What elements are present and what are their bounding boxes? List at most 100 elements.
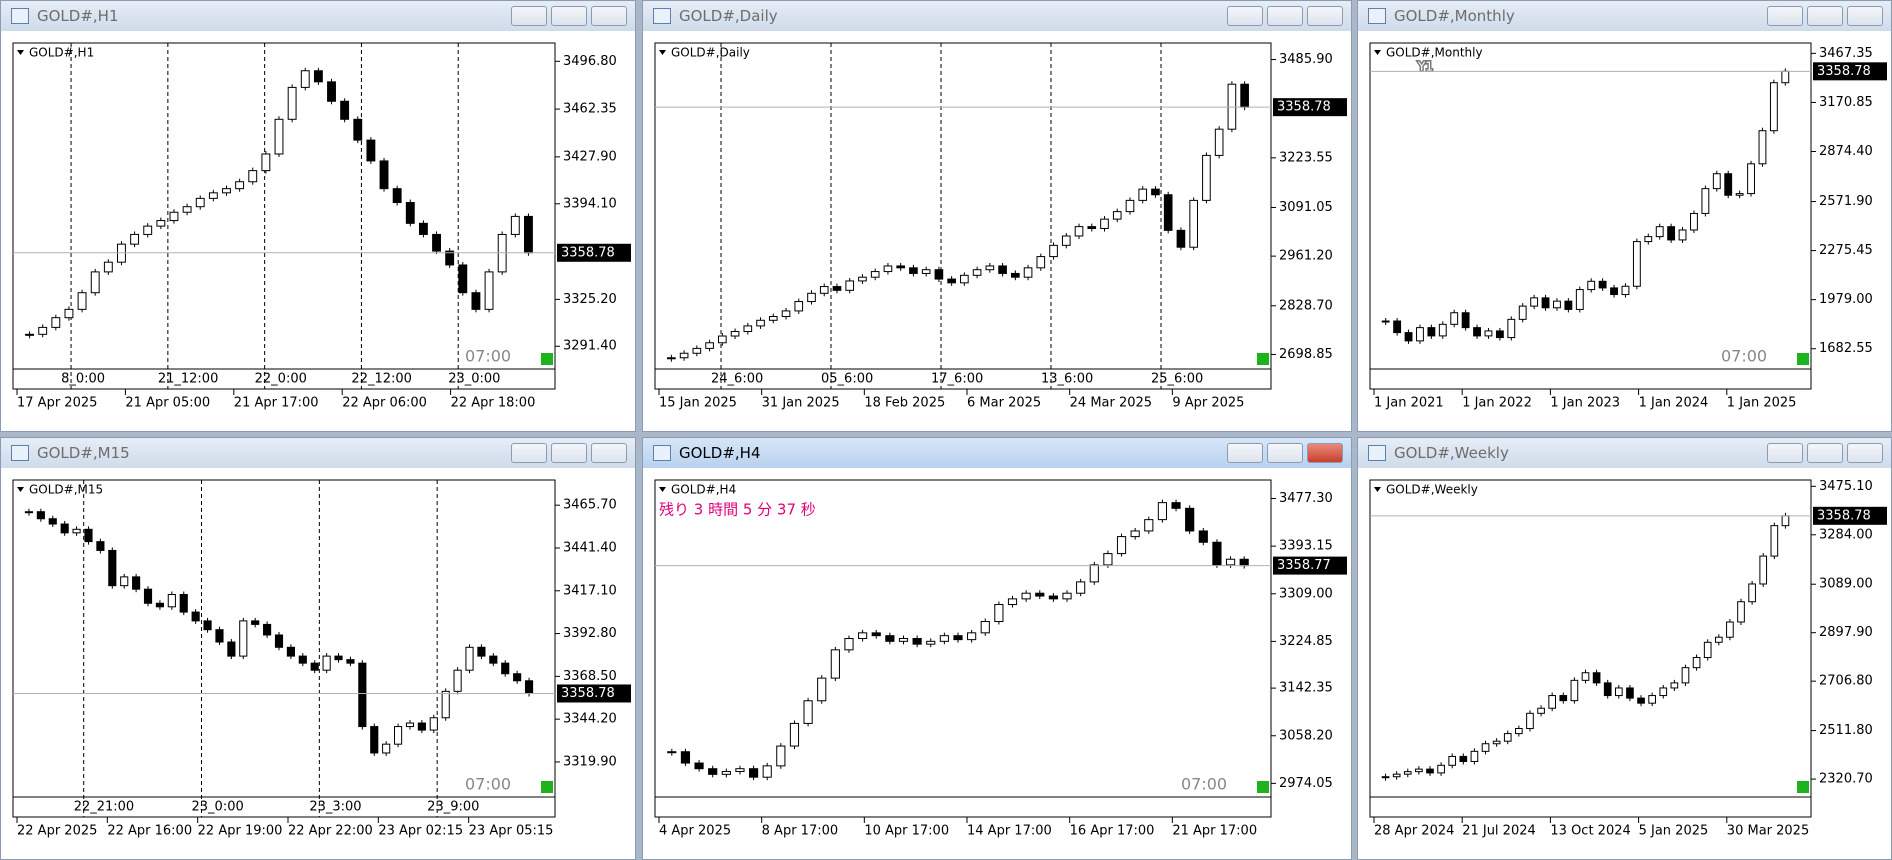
maximize-button[interactable] — [551, 443, 587, 463]
candle — [524, 680, 534, 694]
candle — [1144, 519, 1154, 532]
candle — [203, 620, 212, 631]
separator-label: 05_6:00 — [821, 372, 873, 387]
candle — [60, 523, 69, 534]
chart-plot: GOLD#,Weekly 3475.10 3284.00 3089.00 2897.90… — [1369, 479, 1887, 839]
candle — [392, 188, 402, 204]
candle — [1076, 581, 1086, 594]
price-label: 2897.90 — [1819, 625, 1873, 640]
price-label: 3224.85 — [1279, 634, 1333, 649]
candle — [1581, 672, 1590, 681]
period-button[interactable]: Y1 — [1416, 58, 1435, 75]
candle — [1553, 300, 1561, 309]
symbol-arrow — [17, 487, 24, 492]
window-title: GOLD#,Daily — [679, 7, 778, 25]
candle — [1416, 327, 1424, 342]
candle — [120, 576, 129, 587]
close-button[interactable] — [1847, 443, 1883, 463]
candle — [858, 632, 868, 639]
price-label: 2275.45 — [1819, 243, 1873, 258]
candle — [1659, 687, 1668, 697]
symbol-arrow — [17, 50, 24, 55]
price-label: 3496.80 — [563, 54, 617, 69]
candle — [477, 646, 486, 657]
chart-symbol: GOLD#,M15 — [29, 483, 103, 497]
separator-label: 22_12:00 — [351, 372, 412, 387]
current-price-label: 3358.77 — [1277, 558, 1331, 573]
separator-label: 23_9:00 — [427, 800, 479, 815]
autoscroll-indicator[interactable] — [541, 781, 553, 793]
minimize-button[interactable] — [1767, 6, 1803, 26]
time-label: 1 Jan 2022 — [1462, 396, 1532, 411]
maximize-button[interactable] — [1807, 6, 1843, 26]
autoscroll-indicator[interactable] — [1797, 781, 1809, 793]
candle — [405, 722, 415, 728]
autoscroll-indicator[interactable] — [1257, 781, 1269, 793]
candle — [679, 352, 689, 359]
minimize-button[interactable] — [1767, 443, 1803, 463]
time-label: 22 Apr 19:00 — [198, 824, 283, 839]
time-label: 21 Jul 2024 — [1462, 824, 1536, 839]
minimize-button[interactable] — [511, 443, 547, 463]
autoscroll-indicator[interactable] — [1257, 353, 1269, 365]
chart-plot: GOLD#,H4 残り 3 時間 5 分 37 秒 3477.30 3393.15 33… — [654, 479, 1347, 839]
candle — [1587, 280, 1596, 291]
candle — [692, 347, 702, 354]
minimize-button[interactable] — [1227, 6, 1263, 26]
time-label: 22 Apr 22:00 — [288, 824, 373, 839]
candle — [667, 357, 676, 360]
time-label: 5 Jan 2025 — [1639, 824, 1709, 839]
maximize-button[interactable] — [551, 6, 587, 26]
candle — [1614, 687, 1623, 697]
candle — [1138, 188, 1148, 201]
minimize-button[interactable] — [1227, 443, 1263, 463]
candle — [1212, 541, 1222, 566]
close-button[interactable] — [591, 6, 627, 26]
title-bar: GOLD#,M15 — [1, 438, 635, 468]
candle — [64, 308, 74, 319]
candle — [1548, 695, 1557, 709]
maximize-button[interactable] — [1267, 443, 1303, 463]
time-label: 1 Jan 2023 — [1550, 396, 1620, 411]
price-label: 3291.40 — [563, 339, 617, 354]
maximize-button[interactable] — [1807, 443, 1843, 463]
candle — [1526, 712, 1534, 730]
close-button[interactable] — [591, 443, 627, 463]
candle — [1530, 297, 1539, 307]
time-label: 1 Jan 2024 — [1639, 396, 1709, 411]
candle — [953, 635, 963, 641]
candle — [103, 261, 113, 273]
candle — [108, 549, 117, 587]
candle — [1239, 558, 1249, 567]
window-title: GOLD#,Monthly — [1394, 7, 1515, 25]
close-button[interactable] — [1307, 443, 1343, 463]
candle — [718, 335, 727, 344]
candle — [1240, 83, 1249, 108]
candle — [1392, 773, 1401, 778]
candle — [1404, 332, 1413, 342]
minimize-button[interactable] — [511, 6, 547, 26]
chart-plot: GOLD#,Daily 3485.90 3223.55 3091.05 2961.20 2… — [654, 42, 1347, 411]
candle — [926, 640, 936, 645]
autoscroll-indicator[interactable] — [541, 353, 553, 365]
close-button[interactable] — [1847, 6, 1883, 26]
separator-label: 25_6:00 — [1151, 372, 1203, 387]
time-label: 4 Apr 2025 — [659, 824, 731, 839]
autoscroll-indicator[interactable] — [1797, 353, 1809, 365]
candle — [405, 202, 415, 224]
candle — [239, 620, 248, 657]
time-label: 21 Apr 05:00 — [125, 396, 210, 411]
price-label: 3427.90 — [563, 149, 617, 164]
candle — [1747, 163, 1755, 195]
candle — [370, 726, 379, 754]
title-bar: GOLD#,Weekly — [1358, 438, 1891, 468]
close-button[interactable] — [1307, 6, 1343, 26]
maximize-button[interactable] — [1267, 6, 1303, 26]
price-label: 3392.80 — [563, 626, 617, 641]
price-label: 2828.70 — [1279, 298, 1333, 313]
candle — [858, 276, 867, 282]
candle — [762, 765, 772, 778]
candle — [1393, 320, 1402, 334]
candle — [939, 635, 949, 642]
candle — [1537, 707, 1545, 714]
